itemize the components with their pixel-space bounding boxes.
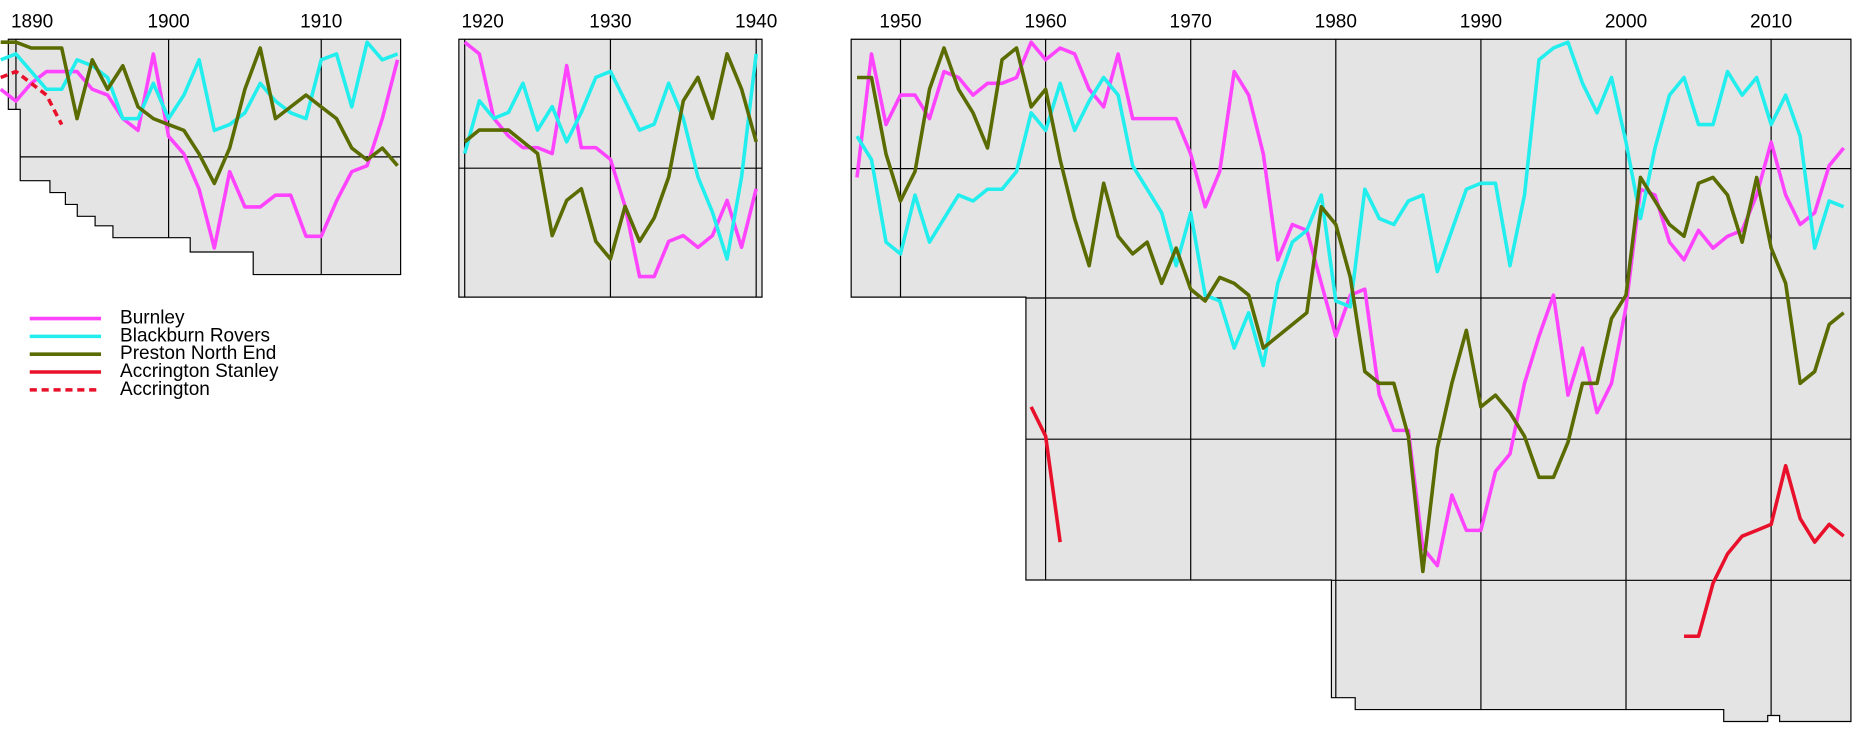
legend-label: Preston North End [120,343,276,364]
series-line [0,69,64,126]
legend-label: Accrington [120,379,210,400]
x-tick-label: 2010 [1750,12,1792,33]
legend-label: Accrington Stanley [120,361,279,382]
legend-label: Burnley [120,308,185,329]
panel: 1950 1960 1970 1980 1990 2000 2010 [850,12,1852,723]
x-tick-label: 1930 [589,12,631,33]
x-tick-label: 1900 [147,12,189,33]
x-tick-label: 1920 [462,12,504,33]
series-line [463,40,758,279]
x-tick-label: 2000 [1605,12,1647,33]
x-tick-label: 1950 [879,12,921,33]
x-tick-label: 1890 [11,12,53,33]
series-line [463,52,758,261]
x-tick-label: 1980 [1315,12,1357,33]
x-tick-label: 1990 [1460,12,1502,33]
legend-label: Blackburn Rovers [120,325,270,346]
x-tick-label: 1910 [300,12,342,33]
series-line [855,40,1845,368]
series-line [856,46,1845,574]
x-tick-label: 1970 [1170,12,1212,33]
x-tick-label: 1960 [1024,12,1066,33]
panel: 1920 1930 1940 [458,12,777,298]
series-line [1029,406,1845,639]
x-tick-label: 1940 [735,12,777,33]
panel-background [850,38,1852,723]
series-line [0,40,399,186]
panel: 1890 1900 1910 [0,12,402,276]
series-line [462,53,758,261]
